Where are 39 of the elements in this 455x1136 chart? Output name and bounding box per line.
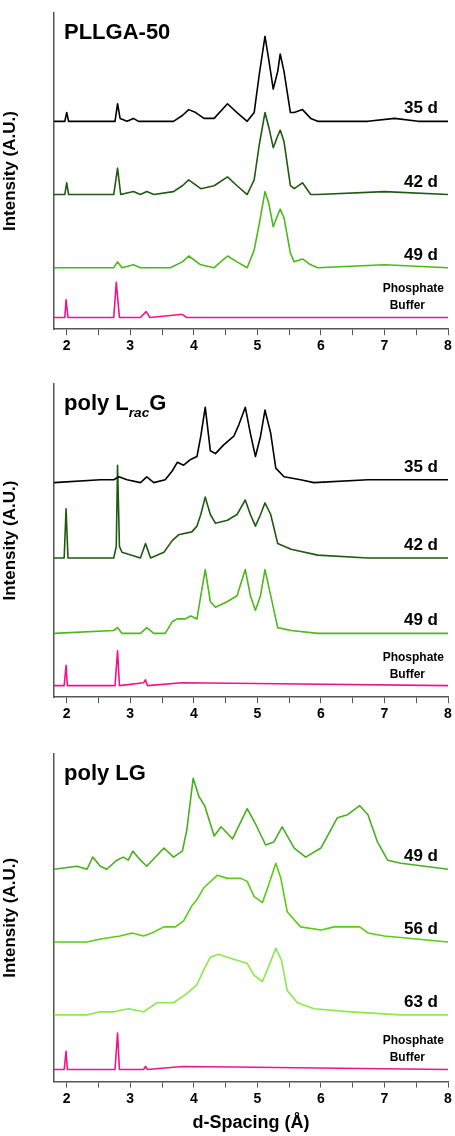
- series-label: 35 d: [403, 98, 438, 118]
- series-label: 49 d: [403, 846, 438, 866]
- series-label: 49 d: [403, 244, 438, 264]
- x-tick-label: 4: [189, 337, 198, 354]
- x-axis-title: d-Spacing (Å): [192, 1112, 310, 1133]
- x-tick-label: 8: [444, 337, 453, 354]
- x-tick-label: 2: [62, 705, 71, 722]
- series-label: 56 d: [403, 919, 438, 939]
- series-label: 35 d: [403, 456, 438, 476]
- x-tick-label: 4: [189, 705, 198, 722]
- y-axis-title: Intensity (A.U.): [0, 111, 19, 232]
- chart-title: poly LG: [64, 760, 146, 785]
- x-tick-label: 6: [317, 705, 325, 722]
- series-label: Phosphate Buffer: [382, 281, 445, 313]
- series-label: Phosphate Buffer: [382, 649, 445, 681]
- x-tick-label: 5: [253, 337, 262, 354]
- x-tick-label: 4: [189, 1089, 198, 1106]
- series-label: 42 d: [403, 171, 438, 191]
- y-axis-title: Intensity (A.U.): [0, 857, 19, 978]
- chart-title: PLLGA-50: [64, 19, 171, 44]
- series-label: 49 d: [403, 610, 438, 630]
- series-label: Phosphate Buffer: [382, 1033, 445, 1065]
- x-tick-label: 5: [253, 1089, 262, 1106]
- x-tick-label: 2: [62, 1089, 71, 1106]
- x-tick-label: 7: [380, 337, 389, 354]
- x-tick-label: 3: [126, 705, 135, 722]
- series-label: 42 d: [403, 535, 438, 554]
- x-tick-label: 3: [126, 1089, 135, 1106]
- x-tick-label: 7: [380, 1089, 389, 1106]
- x-tick-label: 8: [444, 1089, 453, 1106]
- x-tick-label: 6: [317, 337, 325, 354]
- x-tick-label: 3: [126, 337, 135, 354]
- x-tick-label: 8: [444, 705, 453, 722]
- x-tick-label: 7: [380, 705, 389, 722]
- x-tick-label: 6: [317, 1089, 325, 1106]
- series-label: 63 d: [403, 991, 438, 1011]
- x-tick-label: 2: [62, 337, 71, 354]
- x-tick-label: 5: [253, 705, 262, 722]
- y-axis-title: Intensity (A.U.): [0, 480, 19, 601]
